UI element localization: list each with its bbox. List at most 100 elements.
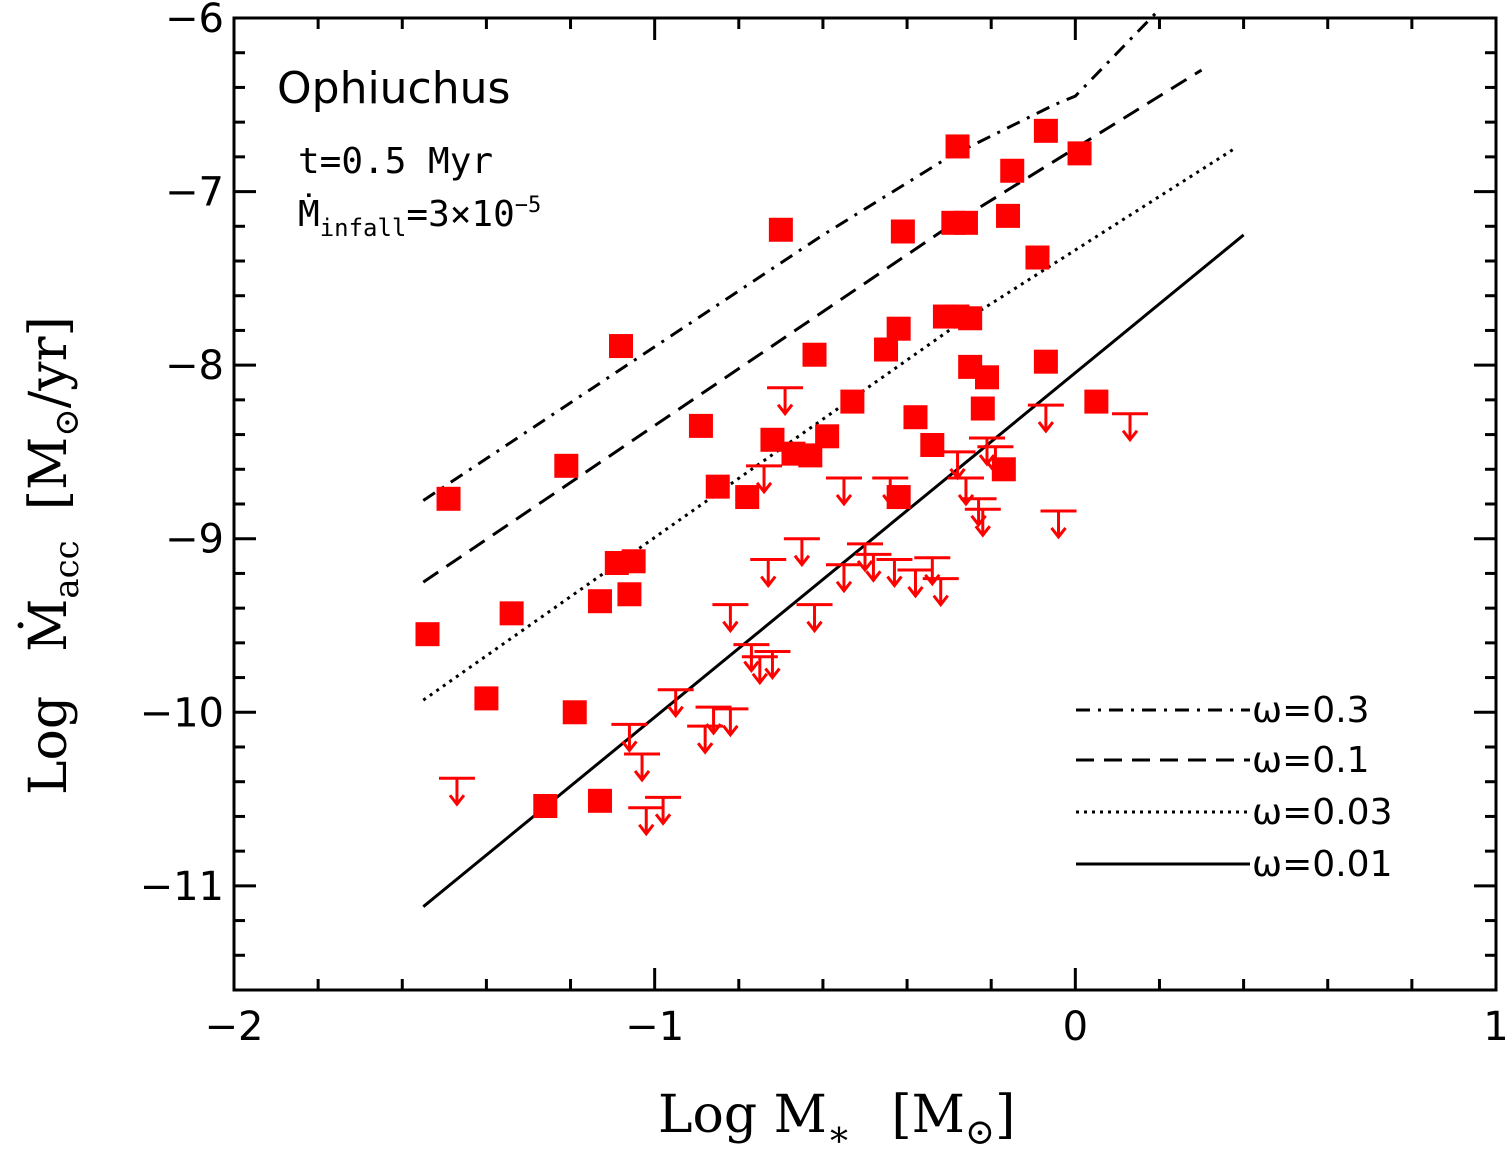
- model-curves: [422, 8, 1245, 908]
- upper-limit-arrow: [886, 575, 903, 588]
- upper-limit-marker: [1027, 403, 1064, 434]
- upper-limit-marker: [796, 603, 833, 634]
- detection-marker: [617, 582, 642, 607]
- upper-limit-marker: [754, 650, 791, 680]
- detection-marker: [1033, 118, 1058, 143]
- curve-dotted: [422, 146, 1236, 702]
- curve-solid: [422, 233, 1245, 908]
- detection-marker: [533, 794, 558, 819]
- y-tick-label: −8: [165, 343, 224, 389]
- upper-limit-marker: [657, 688, 694, 719]
- x-axis-unit-sub: ⊙: [965, 1112, 995, 1151]
- upper-limit-marker: [922, 577, 959, 608]
- upper-limit-arrow: [978, 454, 996, 467]
- x-tick-label: −1: [625, 1004, 684, 1050]
- y-tick-label: −10: [140, 690, 224, 736]
- upper-limit-arrow: [621, 740, 638, 753]
- x-axis-unit: [M: [891, 1085, 965, 1145]
- detection-marker: [802, 342, 827, 367]
- upper-limit-marker: [825, 476, 862, 507]
- upper-limit-arrow: [1050, 527, 1067, 540]
- upper-limit-marker: [939, 450, 976, 481]
- time-annotation: t=0.5 Myr: [298, 141, 493, 182]
- legend-label: ω=0.03: [1252, 792, 1392, 833]
- upper-limit-marker: [628, 806, 665, 837]
- upper-limit-arrow: [1037, 421, 1055, 434]
- detection-marker: [609, 334, 634, 359]
- infall-symbol: Ṁ: [298, 193, 320, 235]
- tick-labels: −2 −1 0 1−11−10−9−8−7−6: [140, 0, 1505, 1050]
- detection-marker: [474, 686, 499, 711]
- legend-label: ω=0.3: [1252, 690, 1370, 731]
- upper-limit-marker: [964, 507, 1001, 538]
- infall-value: =3×10: [406, 194, 514, 235]
- upper-limit-marker: [855, 552, 892, 583]
- upper-limit-arrow: [793, 554, 811, 568]
- upper-limit-marker: [712, 603, 749, 634]
- infall-subscript: infall: [320, 214, 407, 242]
- ticks: [232, 16, 1498, 992]
- y-axis-title-sub: acc: [47, 540, 87, 598]
- detection-marker: [958, 306, 983, 331]
- detection-marker: [920, 432, 945, 457]
- detection-marker: [1084, 389, 1109, 414]
- upper-limit-arrow: [856, 560, 874, 573]
- detection-marker: [996, 203, 1021, 228]
- upper-limit-arrow: [755, 481, 773, 495]
- detection-marker: [945, 134, 970, 159]
- detection-marker: [768, 217, 793, 242]
- upper-limit-marker: [438, 776, 475, 807]
- upper-limit-arrow: [974, 525, 991, 538]
- upper-limit-marker: [825, 563, 862, 594]
- upper-limit-arrow: [743, 660, 760, 674]
- upper-limit-arrow: [907, 586, 924, 599]
- detection-marker: [798, 443, 823, 468]
- detection-marker: [621, 549, 646, 574]
- infall-annotation: Ṁinfall=3×10−5: [298, 193, 541, 242]
- detection-marker: [886, 316, 911, 341]
- upper-limit-arrow: [751, 672, 769, 686]
- x-axis-unit-close: ]: [995, 1085, 1015, 1145]
- y-axis-title-text: Log: [19, 696, 79, 795]
- region-label: Ophiuchus: [277, 63, 510, 114]
- y-axis-title: Log Ṁacc [M⊙/yr]: [18, 316, 87, 795]
- curve-dashed: [422, 68, 1203, 584]
- x-axis-title-sub: ∗: [827, 1114, 851, 1151]
- upper-limit-marker: [712, 707, 749, 738]
- upper-limit-arrow: [760, 575, 777, 588]
- y-tick-label: −6: [165, 0, 224, 42]
- upper-limit-marker: [695, 705, 732, 736]
- y-axis-unit-rest: /yr]: [19, 316, 79, 408]
- upper-limit-marker: [1112, 412, 1149, 443]
- detection-marker: [1000, 158, 1025, 183]
- upper-limit-marker: [1040, 509, 1077, 540]
- upper-limit-arrow: [633, 770, 651, 783]
- upper-limit-arrow: [865, 570, 882, 583]
- detection-marker: [705, 474, 730, 499]
- legend-label: ω=0.1: [1252, 740, 1370, 781]
- x-tick-label: 1: [1483, 1004, 1505, 1050]
- upper-limit-marker: [611, 722, 648, 753]
- x-tick-label: 0: [1063, 1004, 1088, 1050]
- detection-marker: [886, 485, 911, 510]
- upper-limit-marker: [897, 568, 934, 599]
- upper-limit-marker: [876, 558, 913, 588]
- upper-limit-arrow: [667, 705, 684, 719]
- upper-limit-arrow: [696, 742, 714, 755]
- infall-exponent: −5: [515, 193, 542, 218]
- y-axis-title-symbol: Ṁ: [18, 599, 79, 652]
- upper-limit-arrow: [764, 667, 781, 680]
- curve-dash-dot: [422, 8, 1161, 502]
- detection-marker: [1033, 349, 1058, 374]
- upper-limit-marker: [624, 752, 661, 783]
- y-tick-label: −9: [165, 517, 224, 563]
- upper-limit-arrow: [835, 494, 853, 507]
- upper-limit-arrow: [722, 724, 739, 738]
- upper-limit-marker: [645, 795, 682, 826]
- detection-marker: [499, 601, 524, 626]
- detection-marker: [874, 337, 899, 362]
- detection-marker: [436, 486, 461, 511]
- x-tick-label: −2: [205, 1004, 264, 1050]
- legend: ω=0.3 ω=0.1 ω=0.03 ω=0.01: [1076, 690, 1392, 885]
